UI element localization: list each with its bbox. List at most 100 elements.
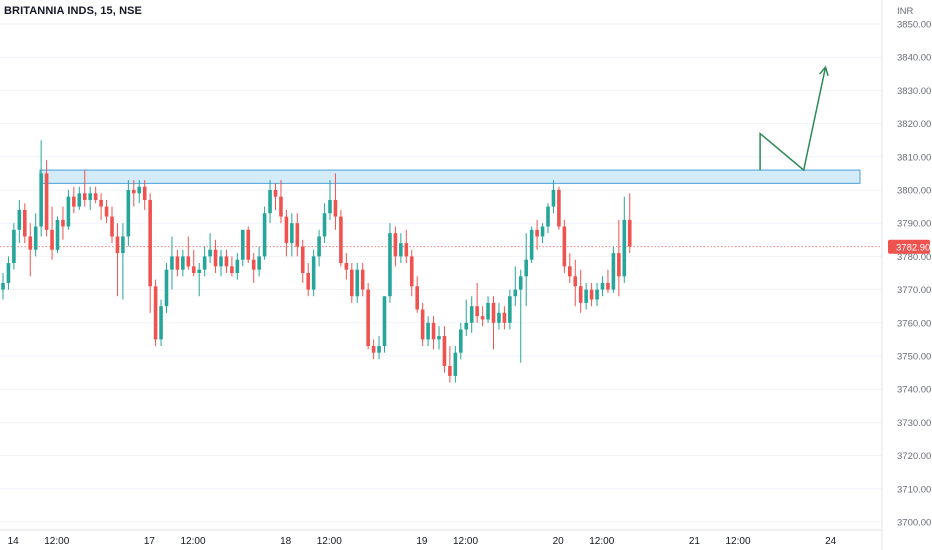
candle-body[interactable] (39, 173, 43, 227)
candle-body[interactable] (475, 306, 479, 317)
candle-body[interactable] (55, 219, 60, 250)
candle-body[interactable] (611, 253, 616, 290)
candle-body[interactable] (459, 329, 463, 353)
candle-body[interactable] (328, 199, 332, 214)
candle-body[interactable] (606, 282, 610, 290)
candle-body[interactable] (72, 196, 76, 207)
candle-body[interactable] (170, 256, 174, 270)
candle-body[interactable] (115, 236, 120, 254)
candle-body[interactable] (257, 256, 261, 270)
candle-body[interactable] (393, 233, 398, 257)
candle-body[interactable] (426, 322, 430, 340)
candle-body[interactable] (480, 316, 485, 320)
candle-body[interactable] (317, 236, 321, 257)
candle-body[interactable] (164, 269, 169, 307)
candle-body[interactable] (437, 336, 441, 340)
candle-body[interactable] (377, 346, 381, 353)
candle-body[interactable] (77, 193, 82, 207)
candle-body[interactable] (399, 243, 403, 257)
candle-body[interactable] (17, 209, 22, 230)
candle-body[interactable] (295, 223, 300, 247)
candle-body[interactable] (153, 286, 158, 340)
candle-body[interactable] (540, 226, 545, 237)
candle-body[interactable] (409, 256, 414, 287)
candle-body[interactable] (50, 229, 54, 250)
candle-body[interactable] (355, 269, 360, 297)
candle-body[interactable] (230, 266, 234, 273)
candle-body[interactable] (88, 193, 92, 200)
candle-body[interactable] (508, 296, 512, 323)
candle-body[interactable] (486, 302, 490, 320)
candle-body[interactable] (366, 289, 370, 347)
candle-body[interactable] (61, 219, 65, 227)
candle-body[interactable] (535, 229, 539, 237)
candle-body[interactable] (595, 289, 599, 300)
candle-body[interactable] (181, 256, 185, 270)
candle-body[interactable] (578, 286, 583, 303)
candle-body[interactable] (44, 173, 49, 230)
candle-body[interactable] (142, 186, 147, 200)
candle-body[interactable] (104, 206, 109, 217)
candle-body[interactable] (82, 193, 87, 200)
time-axis[interactable]: 14 12:00 17 12:00 18 12:00 19 12:00 20 12:00 21 12:… (8, 536, 837, 547)
candle-body[interactable] (251, 259, 256, 270)
candle-body[interactable] (208, 249, 212, 257)
candle-body[interactable] (6, 263, 11, 283)
candle-body[interactable] (333, 199, 338, 217)
candle-body[interactable] (502, 312, 507, 323)
candle-body[interactable] (568, 266, 572, 277)
candle-body[interactable] (126, 190, 131, 237)
candle-body[interactable] (420, 309, 425, 340)
candle-body[interactable] (148, 199, 152, 287)
candle-body[interactable] (306, 273, 310, 290)
candle-body[interactable] (219, 256, 223, 267)
candle-body[interactable] (573, 276, 578, 287)
candle-body[interactable] (268, 190, 272, 214)
candle-body[interactable] (23, 209, 27, 237)
candle-body[interactable] (290, 223, 294, 244)
candle-body[interactable] (186, 256, 191, 267)
candle-body[interactable] (464, 322, 469, 330)
candle-body[interactable] (491, 302, 496, 323)
candle-body[interactable] (99, 199, 103, 207)
candle-body[interactable] (360, 269, 365, 290)
candle-body[interactable] (344, 263, 349, 270)
candle-body[interactable] (12, 229, 16, 264)
candle-body[interactable] (213, 249, 218, 267)
candle-body[interactable] (235, 259, 240, 273)
candle-body[interactable] (137, 186, 142, 194)
resistance-zone[interactable] (39, 169, 861, 184)
candle-body[interactable] (322, 213, 327, 237)
candle-body[interactable] (627, 219, 632, 247)
candle-body[interactable] (197, 269, 201, 273)
candle-body[interactable] (431, 322, 436, 340)
candle-body[interactable] (415, 286, 419, 310)
candle-body[interactable] (448, 365, 452, 376)
candle-body[interactable] (175, 256, 180, 270)
candle-body[interactable] (311, 256, 316, 290)
projection-arrow-path[interactable] (759, 67, 827, 172)
candle-body[interactable] (388, 233, 392, 297)
price-axis[interactable]: 3850.00 3840.00 3830.00 3820.00 3810.00 3800.… (897, 20, 931, 529)
candle-body[interactable] (524, 259, 528, 277)
candle-body[interactable] (557, 190, 561, 227)
candle-body[interactable] (300, 246, 305, 273)
candle-body[interactable] (1, 282, 5, 290)
candle-body[interactable] (622, 219, 627, 277)
candle-body[interactable] (262, 213, 267, 257)
candle-body[interactable] (93, 193, 98, 200)
candle-body[interactable] (453, 352, 458, 376)
candle-body[interactable] (518, 276, 523, 290)
candle-body[interactable] (442, 336, 447, 366)
candle-body[interactable] (497, 312, 501, 323)
candle-body[interactable] (404, 243, 409, 257)
candle-body[interactable] (617, 253, 621, 277)
candle-body[interactable] (159, 306, 163, 340)
candle-body[interactable] (600, 282, 605, 290)
candle-body[interactable] (371, 346, 376, 353)
candle-body[interactable] (279, 196, 283, 217)
candle-body[interactable] (584, 289, 588, 303)
candle-body[interactable] (589, 289, 594, 300)
candle-body[interactable] (241, 229, 245, 260)
